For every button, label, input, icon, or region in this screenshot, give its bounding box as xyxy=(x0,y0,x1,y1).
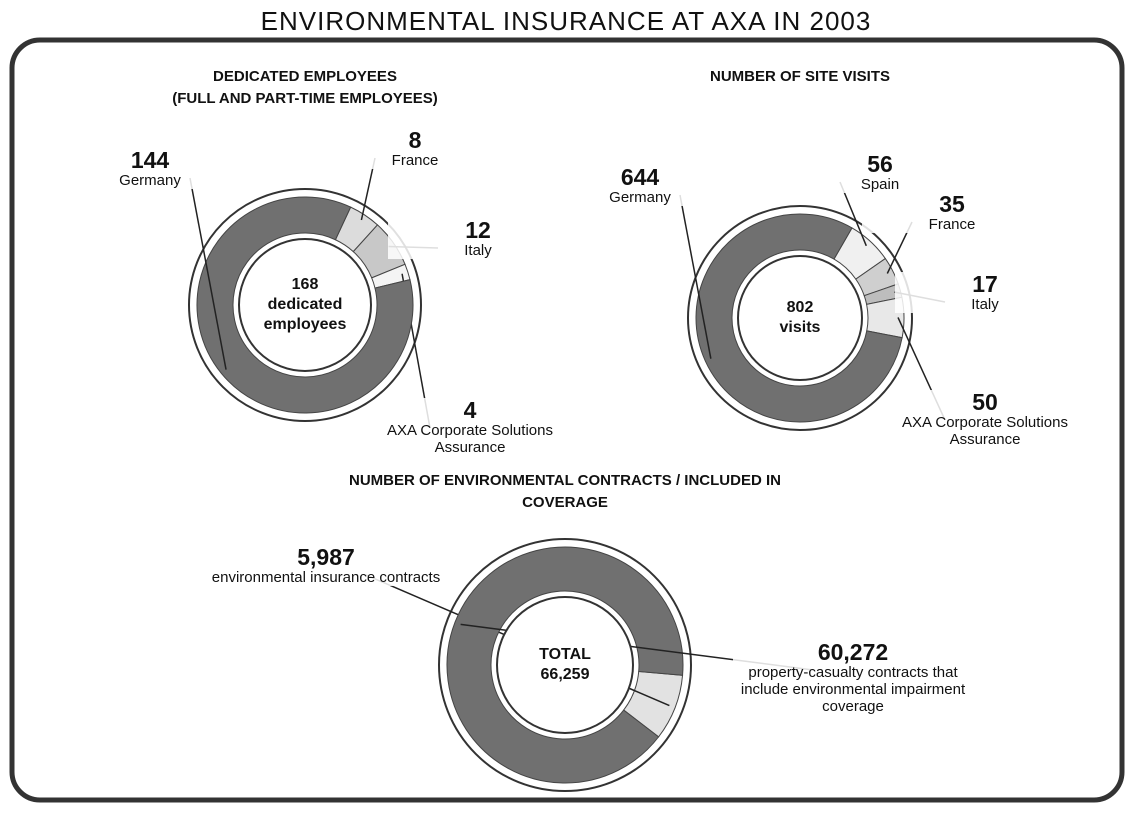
center-total: 66,259 xyxy=(540,666,590,683)
segment-label: 50 AXA Corporate Solutions Assurance xyxy=(895,390,1075,448)
segment-value: 60,272 xyxy=(817,639,889,665)
segment-label: 144 Germany xyxy=(60,148,240,189)
segment-value: 56 xyxy=(867,151,893,177)
segment-label: 56 Spain xyxy=(790,152,970,193)
segment-value: 144 xyxy=(130,147,170,173)
segment-value: 35 xyxy=(939,191,965,217)
center-caption: dedicated employees xyxy=(263,296,347,333)
leader-line xyxy=(679,194,712,359)
segment-label: 17 Italy xyxy=(895,272,1075,313)
donut-segment xyxy=(695,213,903,423)
segment-label: 4 AXA Corporate Solutions Assurance xyxy=(380,398,560,456)
chart-title: DEDICATED EMPLOYEES xyxy=(213,68,397,85)
segment-label: 35 France xyxy=(862,192,1042,233)
segment-value: 17 xyxy=(972,271,998,297)
donut-segment xyxy=(446,546,684,784)
segment-label: 644 Germany xyxy=(550,165,730,206)
inner-outline xyxy=(496,596,634,734)
center-total: 168 xyxy=(291,276,319,293)
center-total: 802 xyxy=(786,299,814,316)
frame xyxy=(9,37,1125,803)
segment-name: France xyxy=(928,216,976,233)
segment-label: 8 France xyxy=(325,128,505,169)
segment-name: environmental insurance contracts xyxy=(211,569,441,586)
segment-value: 4 xyxy=(463,397,477,423)
donut-segment xyxy=(196,196,414,414)
segment-label: 5,987 environmental insurance contracts xyxy=(206,545,446,586)
segment-label: 12 Italy xyxy=(388,218,568,259)
segment-label: 60,272 property-casualty contracts that i… xyxy=(733,640,973,715)
segment-name: Italy xyxy=(971,296,999,313)
chart-subtitle: (FULL AND PART-TIME EMPLOYEES) xyxy=(172,90,438,107)
chart-title: NUMBER OF SITE VISITS xyxy=(709,68,890,85)
segment-name: property-casualty contracts that include… xyxy=(740,664,966,715)
chart-title: NUMBER OF ENVIRONMENTAL CONTRACTS / INCL… xyxy=(349,472,781,511)
segment-name: Germany xyxy=(609,189,671,206)
inner-outline xyxy=(737,255,863,381)
center-label: 168 dedicated employees xyxy=(245,275,365,335)
segment-name: Germany xyxy=(119,172,181,189)
center-caption: visits xyxy=(779,319,821,336)
segment-value: 8 xyxy=(408,127,422,153)
ring-outline xyxy=(188,188,422,422)
ring-outline xyxy=(687,205,913,431)
segment-name: Italy xyxy=(464,242,492,259)
segment-value: 5,987 xyxy=(297,544,355,570)
segment-value: 12 xyxy=(465,217,491,243)
center-caption: TOTAL xyxy=(539,646,591,663)
ring-outline xyxy=(438,538,692,792)
center-label: 802 visits xyxy=(744,298,856,338)
segment-name: AXA Corporate Solutions Assurance xyxy=(902,414,1068,448)
segment-value: 50 xyxy=(972,389,998,415)
center-label: TOTAL 66,259 xyxy=(503,645,627,685)
segment-name: AXA Corporate Solutions Assurance xyxy=(387,422,553,456)
segment-name: Spain xyxy=(860,176,900,193)
leader-line xyxy=(189,177,227,370)
main-title: ENVIRONMENTAL INSURANCE AT AXA IN 2003 xyxy=(260,6,872,36)
segment-name: France xyxy=(391,152,439,169)
segment-value: 644 xyxy=(620,164,660,190)
inner-outline xyxy=(238,238,372,372)
